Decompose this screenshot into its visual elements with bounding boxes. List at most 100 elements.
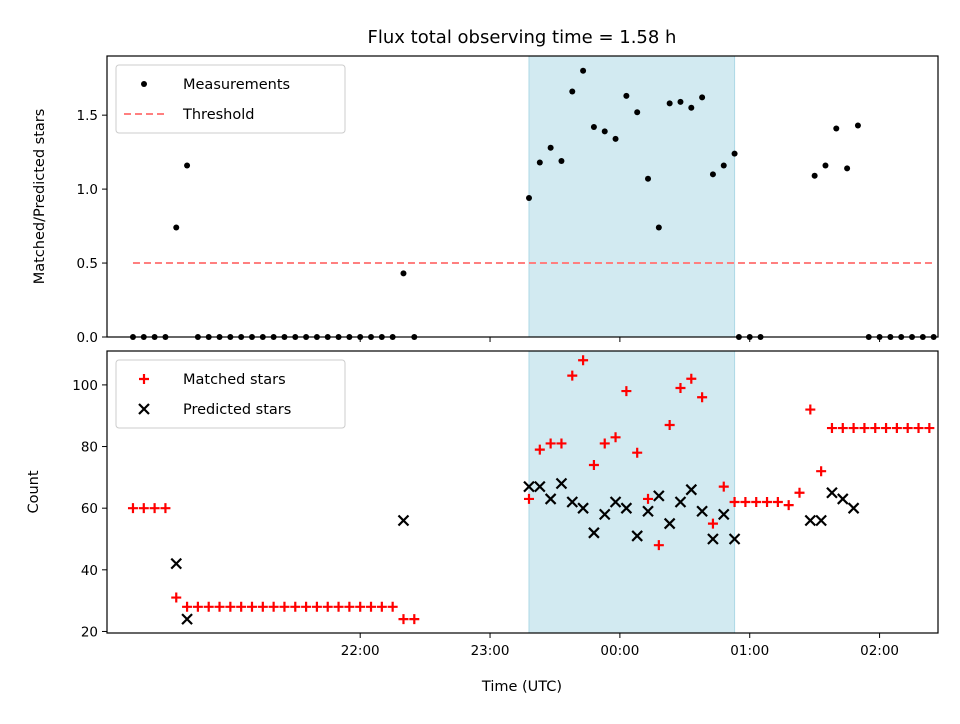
matched-star-point <box>203 601 214 612</box>
matched-star-point <box>301 601 312 612</box>
legend-label: Threshold <box>182 107 254 123</box>
y-axis-label: Matched/Predicted stars <box>32 109 48 285</box>
matched-star-point <box>794 487 805 498</box>
measurement-point <box>699 94 706 101</box>
y-tick-label: 40 <box>81 563 98 579</box>
y-axis-label: Count <box>26 470 42 513</box>
measurement-point <box>655 224 662 231</box>
predicted-star-point <box>696 505 708 518</box>
predicted-star-point <box>707 533 719 545</box>
measurement-point <box>666 100 673 107</box>
predicted-star-point <box>598 508 611 521</box>
measurement-point <box>569 88 576 95</box>
matched-star-point <box>322 601 333 612</box>
measurement-point <box>612 135 619 142</box>
predicted-star-point <box>181 613 193 625</box>
predicted-star-point <box>588 527 600 539</box>
measurement-point <box>580 67 587 74</box>
measurement-point <box>709 171 716 178</box>
legend-label: Measurements <box>183 77 290 93</box>
measurement-point <box>547 144 554 151</box>
matched-star-point <box>740 497 751 508</box>
observing-window-span <box>528 55 736 338</box>
predicted-star-point <box>663 517 676 530</box>
legend-box <box>115 64 346 134</box>
matched-star-point <box>729 497 740 508</box>
predicted-star-point <box>717 508 730 521</box>
axes-frame <box>106 350 939 634</box>
matched-star-point <box>355 601 366 612</box>
matched-star-point <box>192 601 203 612</box>
y-tick-label: 20 <box>81 624 98 640</box>
predicted-star-point <box>826 486 838 499</box>
matched-star-point <box>913 423 924 434</box>
matched-star-point <box>149 503 160 514</box>
matched-star-point <box>366 601 377 612</box>
predicted-star-point <box>577 502 589 514</box>
axes-frame <box>106 55 939 338</box>
matched-star-point <box>160 503 171 514</box>
matched-star-point <box>610 432 621 443</box>
x-tick-label: 02:00 <box>860 643 899 659</box>
matched-star-point <box>333 601 344 612</box>
measurement-point <box>720 162 727 169</box>
predicted-star-point <box>609 496 622 508</box>
matched-star-point <box>290 601 301 612</box>
x-axis-label: Time (UTC) <box>481 679 562 695</box>
x-tick-label: 23:00 <box>471 643 510 659</box>
y-tick-label: 0.0 <box>77 330 98 346</box>
measurement-point <box>590 123 597 130</box>
matched-star-point <box>697 392 708 403</box>
matched-star-point <box>387 601 398 612</box>
matched-star-point <box>686 373 697 384</box>
measurement-point <box>645 175 652 182</box>
matched-star-point <box>138 503 149 514</box>
predicted-star-point <box>523 480 535 493</box>
matched-star-point <box>279 601 290 612</box>
y-tick-label: 0.5 <box>77 256 98 272</box>
predicted-star-point <box>685 483 698 496</box>
legend-swatch-measurements <box>141 81 147 87</box>
matched-star-point <box>675 382 686 393</box>
measurement-point <box>173 224 180 231</box>
measurement-point <box>601 128 608 135</box>
matched-star-point <box>344 601 355 612</box>
matched-star-point <box>523 493 534 504</box>
matched-star-point <box>902 423 913 434</box>
legend-label: Matched stars <box>183 372 286 388</box>
matched-star-point <box>236 601 247 612</box>
measurement-point <box>811 172 818 179</box>
matched-star-point <box>376 601 387 612</box>
predicted-star-point <box>397 514 410 527</box>
measurement-point <box>634 109 641 116</box>
legend-box <box>115 359 346 429</box>
matched-star-point <box>556 438 567 449</box>
chart-title: Flux total observing time = 1.58 h <box>368 27 677 48</box>
matched-star-point <box>783 500 794 511</box>
predicted-star-point <box>566 496 579 508</box>
matched-star-point <box>664 419 675 430</box>
measurement-point <box>833 125 840 132</box>
measurement-point <box>677 98 684 105</box>
legend-swatch-matched <box>139 374 149 384</box>
y-tick-label: 1.5 <box>77 108 98 124</box>
y-tick-label: 100 <box>72 378 98 394</box>
measurement-point <box>400 270 407 277</box>
matched-star-point <box>632 447 643 458</box>
x-tick-label: 01:00 <box>730 643 769 659</box>
measurement-point <box>525 194 532 201</box>
matched-star-point <box>707 518 718 529</box>
y-tick-label: 80 <box>81 440 98 456</box>
predicted-star-point <box>847 502 860 514</box>
measurement-point <box>558 158 565 165</box>
matched-star-point <box>127 503 138 514</box>
matched-star-point <box>599 438 610 449</box>
matched-star-point <box>268 601 279 612</box>
matched-star-point <box>751 497 762 508</box>
predicted-star-point <box>555 477 568 490</box>
matched-star-point <box>182 601 193 612</box>
matched-star-point <box>257 601 268 612</box>
predicted-star-point <box>544 493 557 505</box>
matched-star-point <box>225 601 236 612</box>
matched-star-point <box>621 386 632 397</box>
